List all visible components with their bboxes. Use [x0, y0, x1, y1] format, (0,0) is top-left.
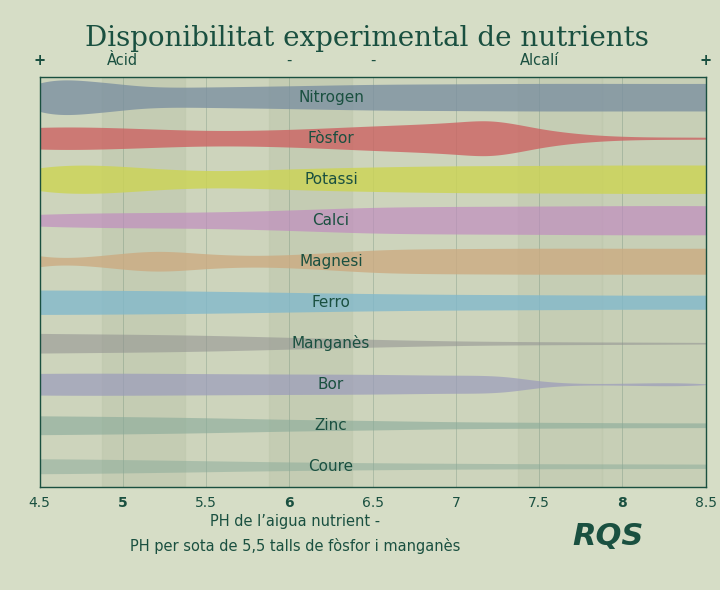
Text: Alcalí: Alcalí [519, 53, 559, 68]
Text: 6: 6 [284, 496, 294, 510]
Bar [601, 77, 706, 487]
Text: 7: 7 [451, 496, 460, 510]
Text: 8: 8 [618, 496, 627, 510]
Text: 4.5: 4.5 [29, 496, 50, 510]
Text: -: - [287, 53, 292, 68]
Text: 6.5: 6.5 [361, 496, 384, 510]
Bar [269, 77, 352, 487]
Text: Manganès: Manganès [292, 335, 370, 351]
Text: Coure: Coure [308, 459, 354, 474]
Text: Zinc: Zinc [315, 418, 347, 432]
Bar [102, 77, 185, 487]
Text: Potassi: Potassi [304, 172, 358, 186]
Bar [518, 77, 601, 487]
Text: Disponibilitat experimental de nutrients: Disponibilitat experimental de nutrients [85, 25, 649, 52]
Text: Magnesi: Magnesi [300, 254, 363, 268]
Text: PH de l’aigua nutrient -
PH per sota de 5,5 talls de fòsfor i manganès: PH de l’aigua nutrient - PH per sota de … [130, 514, 460, 554]
Text: Àcid: Àcid [107, 53, 138, 68]
Text: Fòsfor: Fòsfor [307, 131, 354, 146]
Text: Nitrogen: Nitrogen [298, 90, 364, 104]
Text: Ferro: Ferro [312, 295, 351, 310]
Text: 5: 5 [118, 496, 127, 510]
Text: -: - [370, 53, 375, 68]
Text: 7.5: 7.5 [528, 496, 550, 510]
Text: Calci: Calci [312, 213, 349, 228]
Text: 5.5: 5.5 [195, 496, 217, 510]
Text: +: + [34, 53, 45, 68]
Text: +: + [700, 53, 711, 68]
Text: Bor: Bor [318, 377, 344, 392]
Text: RQS: RQS [572, 522, 644, 552]
Text: 8.5: 8.5 [695, 496, 716, 510]
